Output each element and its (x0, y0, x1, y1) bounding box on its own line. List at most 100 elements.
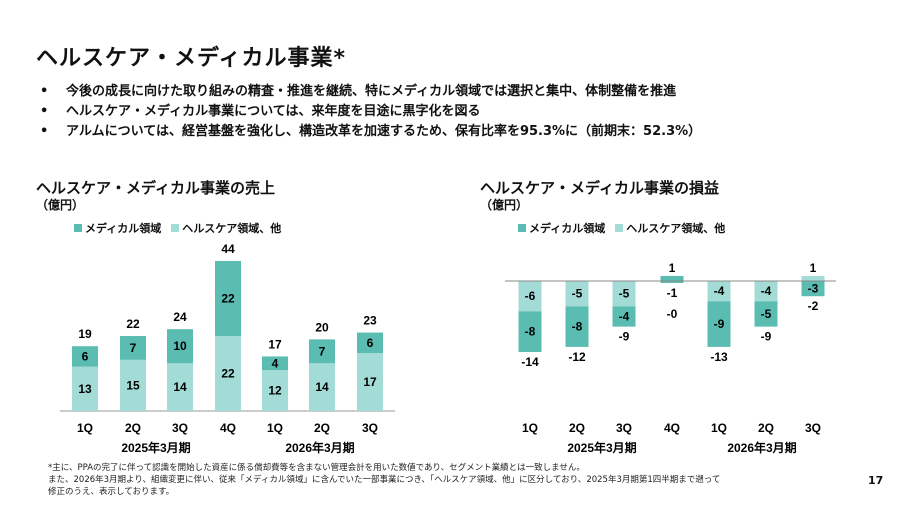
value-label: -1 (667, 286, 678, 300)
value-label: 10 (173, 339, 187, 353)
profit-unit: （億円） (480, 198, 529, 212)
value-label: -4 (714, 284, 725, 298)
total-label: 44 (221, 242, 235, 256)
value-label: -5 (572, 287, 583, 301)
value-label: -8 (572, 320, 583, 334)
bar-medical (120, 335, 146, 360)
total-label: 23 (363, 314, 377, 328)
bullet: ヘルスケア・メディカル事業については、来年度を目途に黒字化を図る (40, 102, 701, 122)
footnote: *主に、PPAの完了に伴って認識を開始した資産に係る償却費等を含まない管理会計を… (48, 462, 720, 498)
bar-healthcare (754, 281, 778, 302)
bar-healthcare (309, 363, 335, 411)
total-label: -13 (710, 350, 728, 364)
value-label: 4 (272, 356, 279, 370)
value-label: 7 (319, 344, 326, 358)
group-label: 2026年3月期 (285, 440, 354, 455)
value-label: 6 (367, 336, 374, 350)
x-tick-label: 1Q (77, 421, 93, 435)
group-label: 2025年3月期 (567, 440, 636, 455)
bar-healthcare (565, 281, 589, 307)
bar-healthcare (120, 359, 146, 411)
x-tick-label: 2Q (758, 421, 774, 435)
bar-medical (72, 346, 98, 367)
x-tick-label: 3Q (616, 421, 632, 435)
bar-medical (565, 306, 589, 347)
bar-medical (215, 260, 241, 336)
bar-healthcare (357, 353, 383, 411)
total-label: 17 (268, 337, 282, 351)
value-label: -4 (761, 284, 772, 298)
bar-healthcare (215, 335, 241, 411)
x-tick-label: 1Q (522, 421, 538, 435)
x-tick-label: 2Q (569, 421, 585, 435)
bar-healthcare (707, 281, 731, 302)
total-label: -12 (568, 350, 586, 364)
value-label: -4 (619, 309, 630, 323)
value-label: -6 (525, 289, 536, 303)
total-label: -14 (521, 355, 539, 369)
value-label: 1 (669, 261, 676, 275)
sales-chart-title: ヘルスケア・メディカル事業の売上 (36, 179, 275, 197)
x-tick-label: 2Q (125, 421, 141, 435)
value-label: 14 (315, 380, 329, 394)
total-label: 22 (126, 317, 140, 331)
value-label: 22 (221, 366, 235, 380)
value-label: -9 (714, 317, 725, 331)
value-label: 13 (78, 382, 92, 396)
x-tick-label: 1Q (711, 421, 727, 435)
total-label: -0 (667, 307, 678, 321)
value-label: 6 (82, 349, 89, 363)
value-label: 15 (126, 378, 140, 392)
x-tick-label: 3Q (172, 421, 188, 435)
footnote-line: 修正のうえ、表示しております。 (48, 487, 175, 497)
bar-healthcare (72, 366, 98, 411)
total-label: 24 (173, 310, 187, 324)
value-label: -5 (761, 307, 772, 321)
x-tick-label: 2Q (314, 421, 330, 435)
legend-healthcare: ヘルスケア領域、他 (171, 220, 281, 236)
bullet: 今後の成長に向けた取り組みの精査・推進を継続、特にメディカル領域では選択と集中、… (40, 82, 701, 102)
bar-healthcare (167, 363, 193, 411)
footnote-line: *主に、PPAの完了に伴って認識を開始した資産に係る償却費等を含まない管理会計を… (48, 463, 585, 473)
legend-healthcare: ヘルスケア領域、他 (615, 220, 725, 236)
value-label: 7 (130, 341, 137, 355)
bullet: アルムについては、経営基盤を強化し、構造改革を加速するため、保有比率を95.3%… (40, 122, 701, 142)
value-label: -8 (525, 325, 536, 339)
value-label: 14 (173, 380, 187, 394)
value-label: 22 (221, 291, 235, 305)
value-label: 17 (363, 375, 377, 389)
bar-medical (612, 306, 636, 327)
sales-legend: メディカル領域 ヘルスケア領域、他 (74, 220, 281, 236)
bar-healthcare (518, 281, 542, 312)
bar-medical (262, 356, 288, 371)
bar-medical (754, 301, 778, 327)
legend-medical: メディカル領域 (74, 220, 161, 236)
total-label: -9 (761, 330, 772, 344)
profit-legend: メディカル領域 ヘルスケア領域、他 (518, 220, 725, 236)
x-tick-label: 1Q (267, 421, 283, 435)
bar-healthcare (262, 370, 288, 411)
footnote-line: また、2026年3月期より、組織変更に伴い、従来「メディカル領域」に含んでいた一… (48, 475, 721, 485)
value-label: 12 (268, 384, 282, 398)
page-title: ヘルスケア・メディカル事業* (36, 46, 346, 71)
bar-medical (801, 281, 825, 297)
total-label: 19 (78, 327, 92, 341)
x-tick-label: 3Q (362, 421, 378, 435)
group-label: 2025年3月期 (121, 440, 190, 455)
bullet-list: 今後の成長に向けた取り組みの精査・推進を継続、特にメディカル領域では選択と集中、… (40, 82, 701, 142)
total-label: -2 (808, 299, 819, 313)
profit-chart-title: ヘルスケア・メディカル事業の損益 (480, 179, 719, 197)
bar-medical (357, 332, 383, 354)
total-label: -9 (619, 330, 630, 344)
value-label: 1 (810, 261, 817, 275)
bar-medical (167, 329, 193, 364)
bar-medical (707, 301, 731, 347)
bar-medical (518, 311, 542, 352)
bar-medical (660, 281, 684, 283)
x-tick-label: 3Q (805, 421, 821, 435)
total-label: 20 (315, 320, 329, 334)
x-tick-label: 4Q (664, 421, 680, 435)
bar-medical (309, 339, 335, 364)
